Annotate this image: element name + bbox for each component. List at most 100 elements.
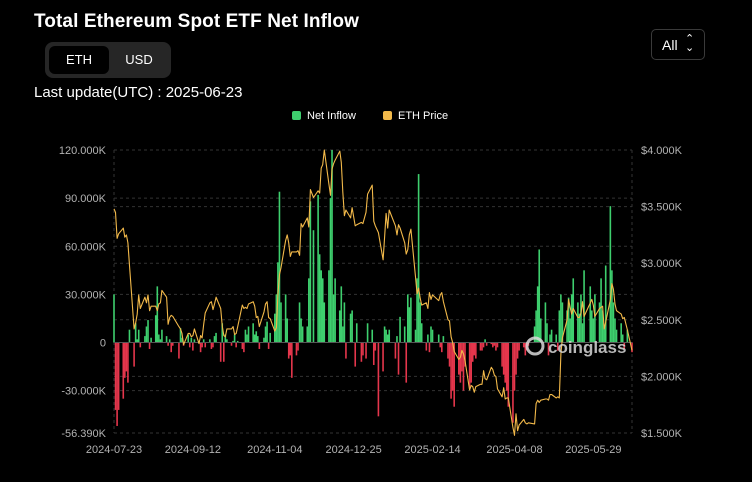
- net-inflow-bar[interactable]: [600, 278, 602, 343]
- net-inflow-bar[interactable]: [291, 342, 293, 378]
- net-inflow-bar[interactable]: [187, 334, 190, 343]
- net-inflow-bar[interactable]: [396, 336, 398, 343]
- net-inflow-bar[interactable]: [372, 342, 375, 365]
- net-inflow-bar[interactable]: [437, 334, 440, 343]
- net-inflow-bar[interactable]: [338, 310, 341, 343]
- net-inflow-bar[interactable]: [171, 342, 174, 346]
- net-inflow-bar[interactable]: [287, 342, 290, 359]
- net-inflow-bar[interactable]: [232, 340, 234, 343]
- net-inflow-bar[interactable]: [612, 302, 615, 343]
- net-inflow-bar[interactable]: [459, 342, 462, 383]
- net-inflow-bar[interactable]: [328, 270, 330, 343]
- net-inflow-bar[interactable]: [156, 286, 159, 343]
- net-inflow-bar[interactable]: [569, 318, 571, 343]
- net-inflow-bar[interactable]: [329, 198, 332, 343]
- net-inflow-bar[interactable]: [581, 323, 584, 343]
- net-inflow-bar[interactable]: [321, 278, 324, 343]
- net-inflow-bar[interactable]: [560, 294, 562, 343]
- toggle-eth-button[interactable]: ETH: [49, 46, 109, 74]
- net-inflow-bar[interactable]: [549, 334, 551, 343]
- net-inflow-bar[interactable]: [420, 323, 423, 343]
- net-inflow-bar[interactable]: [201, 342, 203, 348]
- net-inflow-bar[interactable]: [382, 342, 384, 372]
- net-inflow-bar[interactable]: [170, 342, 173, 353]
- net-inflow-bar[interactable]: [253, 334, 256, 343]
- net-inflow-bar[interactable]: [603, 326, 605, 343]
- net-inflow-bar[interactable]: [504, 342, 507, 383]
- net-inflow-bar[interactable]: [439, 342, 442, 348]
- net-inflow-bar[interactable]: [578, 313, 581, 343]
- net-inflow-bar[interactable]: [561, 302, 564, 343]
- net-inflow-bar[interactable]: [611, 270, 613, 343]
- net-inflow-bar[interactable]: [524, 342, 527, 356]
- net-inflow-bar[interactable]: [247, 326, 250, 343]
- net-inflow-bar[interactable]: [224, 334, 227, 343]
- net-inflow-bar[interactable]: [230, 342, 233, 346]
- net-inflow-bar[interactable]: [269, 332, 271, 343]
- net-inflow-bar[interactable]: [258, 342, 261, 349]
- net-inflow-bar[interactable]: [342, 326, 344, 343]
- net-inflow-bar[interactable]: [168, 339, 171, 343]
- net-inflow-bar[interactable]: [331, 150, 333, 343]
- net-inflow-bar[interactable]: [462, 342, 465, 391]
- net-inflow-bar[interactable]: [492, 342, 494, 348]
- net-inflow-bar[interactable]: [621, 334, 624, 343]
- net-inflow-bar[interactable]: [589, 286, 592, 343]
- net-inflow-bar[interactable]: [550, 329, 553, 343]
- net-inflow-bar[interactable]: [266, 321, 268, 343]
- net-inflow-bar[interactable]: [516, 342, 519, 359]
- net-inflow-bar[interactable]: [212, 342, 214, 348]
- net-inflow-bar[interactable]: [192, 342, 194, 351]
- net-inflow-bar[interactable]: [377, 342, 380, 417]
- net-inflow-bar[interactable]: [386, 334, 389, 343]
- net-inflow-bar[interactable]: [144, 336, 146, 343]
- net-inflow-bar[interactable]: [501, 342, 503, 367]
- net-inflow-bar[interactable]: [507, 342, 510, 407]
- net-inflow-bar[interactable]: [623, 342, 626, 349]
- net-inflow-bar[interactable]: [351, 310, 353, 343]
- net-inflow-bar[interactable]: [428, 342, 431, 353]
- net-inflow-bar[interactable]: [481, 342, 483, 351]
- net-inflow-bar[interactable]: [580, 294, 582, 343]
- net-inflow-bar[interactable]: [165, 336, 168, 343]
- net-inflow-bar[interactable]: [536, 286, 539, 343]
- net-inflow-bar[interactable]: [233, 334, 236, 343]
- net-inflow-bar[interactable]: [408, 307, 411, 343]
- net-inflow-bar[interactable]: [631, 342, 633, 353]
- net-inflow-bar[interactable]: [139, 342, 142, 348]
- net-inflow-bar[interactable]: [431, 329, 434, 343]
- net-inflow-bar[interactable]: [479, 342, 482, 351]
- net-inflow-bar[interactable]: [505, 342, 508, 391]
- net-inflow-bar[interactable]: [318, 254, 321, 343]
- net-inflow-bar[interactable]: [289, 342, 292, 356]
- net-inflow-bar[interactable]: [323, 302, 326, 343]
- net-inflow-bar[interactable]: [447, 342, 449, 359]
- net-inflow-bar[interactable]: [257, 336, 259, 343]
- net-inflow-bar[interactable]: [116, 342, 118, 426]
- net-inflow-bar[interactable]: [134, 323, 137, 343]
- net-inflow-bar[interactable]: [547, 342, 550, 356]
- legend-item-net-inflow[interactable]: Net Inflow: [292, 110, 356, 122]
- net-inflow-bar[interactable]: [414, 329, 417, 343]
- net-inflow-bar[interactable]: [448, 342, 451, 367]
- net-inflow-bar[interactable]: [267, 342, 270, 349]
- net-inflow-bar[interactable]: [385, 329, 387, 343]
- net-inflow-bar[interactable]: [354, 342, 357, 367]
- net-inflow-bar[interactable]: [297, 342, 299, 351]
- net-inflow-bar[interactable]: [343, 302, 346, 343]
- net-inflow-bar[interactable]: [236, 340, 239, 343]
- net-inflow-bar[interactable]: [604, 265, 607, 343]
- net-inflow-bar[interactable]: [188, 342, 191, 348]
- net-inflow-bar[interactable]: [154, 315, 157, 343]
- net-inflow-bar[interactable]: [158, 334, 160, 343]
- net-inflow-bar[interactable]: [150, 337, 152, 343]
- net-inflow-bar[interactable]: [117, 342, 120, 410]
- net-inflow-bar[interactable]: [309, 201, 312, 343]
- net-inflow-bar[interactable]: [533, 326, 536, 343]
- net-inflow-bar[interactable]: [406, 294, 409, 343]
- net-inflow-bar[interactable]: [450, 342, 452, 399]
- net-inflow-bar[interactable]: [252, 323, 254, 343]
- net-inflow-bar[interactable]: [388, 329, 391, 343]
- net-inflow-bar[interactable]: [371, 329, 374, 343]
- net-inflow-bar[interactable]: [453, 342, 455, 407]
